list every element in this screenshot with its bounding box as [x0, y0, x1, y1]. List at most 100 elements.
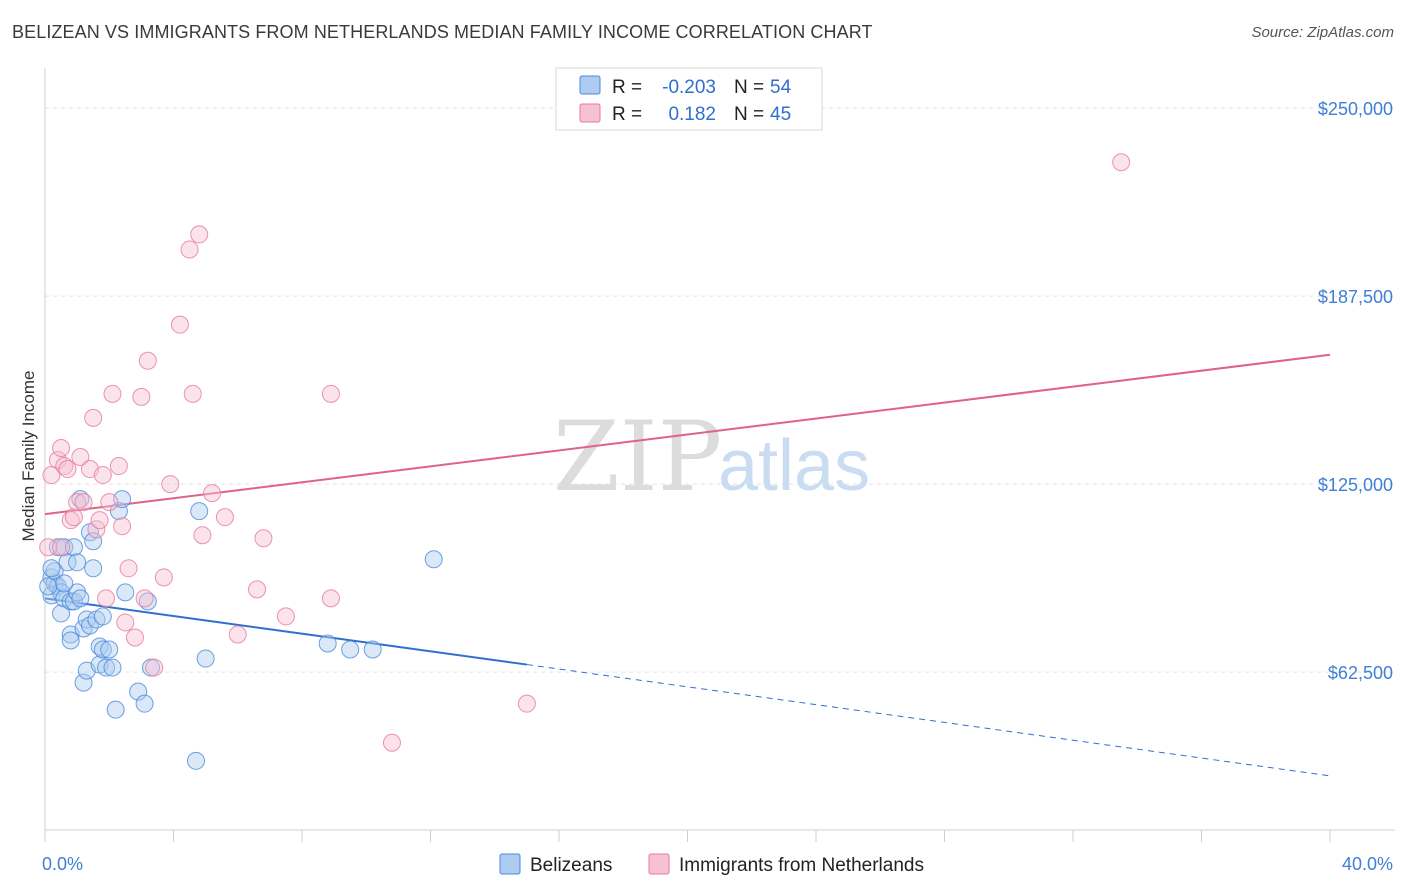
netherlands-point	[74, 493, 93, 512]
netherlands-point	[119, 559, 138, 578]
belizean-point	[58, 553, 77, 572]
belizean-point	[100, 640, 119, 659]
belizean-point	[74, 673, 93, 692]
y-tick-label: $187,500	[1318, 287, 1393, 307]
belizean-point	[90, 637, 109, 656]
legend-n-label-2: N =	[734, 104, 764, 125]
belizean-point	[55, 574, 74, 593]
belizean-point	[190, 502, 209, 521]
netherlands-point	[132, 387, 151, 406]
belizean-trend-line	[44, 597, 528, 666]
legend-n-value-1: 54	[770, 77, 792, 98]
legend-n-value-2: 45	[770, 104, 791, 125]
bottom-legend-netherlands: Immigrants from Netherlands	[679, 855, 924, 876]
netherlands-point	[154, 568, 173, 587]
belizean-point	[135, 694, 154, 713]
netherlands-point	[125, 628, 144, 647]
belizean-point	[84, 559, 103, 578]
netherlands-point	[58, 460, 77, 479]
netherlands-trend-line	[44, 353, 1331, 516]
belizean-point	[64, 538, 83, 557]
netherlands-point	[84, 408, 103, 427]
belizean-point	[109, 502, 128, 521]
netherlands-point	[68, 493, 87, 512]
belizean-point	[341, 640, 360, 659]
netherlands-point	[228, 625, 247, 644]
netherlands-point	[52, 538, 71, 557]
netherlands-point	[193, 526, 212, 545]
belizean-point	[97, 658, 116, 677]
data-points	[39, 153, 1131, 770]
chart-title: BELIZEAN VS IMMIGRANTS FROM NETHERLANDS …	[12, 22, 873, 42]
bottom-legend-swatch-blue	[499, 853, 521, 875]
netherlands-point	[382, 733, 401, 752]
bottom-legend-belizeans: Belizeans	[530, 855, 612, 876]
stats-legend: R = -0.203 N = 54 R = 0.182 N = 45	[555, 67, 823, 131]
netherlands-point	[61, 511, 80, 530]
series-legend: Belizeans Immigrants from Netherlands	[499, 853, 924, 876]
belizean-point	[186, 751, 205, 770]
belizean-point	[61, 631, 80, 650]
netherlands-point	[321, 589, 340, 608]
netherlands-point	[248, 580, 267, 599]
watermark-atlas: atlas	[718, 426, 870, 506]
netherlands-point	[180, 240, 199, 259]
legend-n-label-1: N =	[734, 77, 764, 98]
grid-lines	[45, 107, 1395, 673]
legend-r-value-1: -0.203	[662, 77, 716, 98]
y-axis-title: Median Family Income	[19, 370, 38, 541]
trend-lines	[44, 353, 1331, 777]
belizean-point	[363, 640, 382, 659]
netherlands-point	[190, 225, 209, 244]
legend-r-label-1: R =	[612, 77, 642, 98]
legend-r-value-2: 0.182	[668, 104, 716, 125]
netherlands-point	[64, 508, 83, 527]
belizean-point	[138, 592, 157, 611]
belizean-point	[68, 553, 87, 572]
netherlands-point	[517, 694, 536, 713]
netherlands-point	[97, 589, 116, 608]
netherlands-point	[254, 529, 273, 548]
y-tick-label: $125,000	[1318, 475, 1393, 495]
source-label: Source: ZipAtlas.com	[1251, 24, 1394, 41]
belizean-trend-extension	[526, 664, 1331, 777]
belizean-point	[318, 634, 337, 653]
bottom-legend-swatch-pink	[648, 853, 670, 875]
y-tick-label: $62,500	[1328, 663, 1393, 683]
belizean-point	[424, 550, 443, 569]
belizean-point	[196, 649, 215, 668]
belizean-point	[45, 562, 64, 581]
belizean-point	[93, 607, 112, 626]
x-tick-label: 0.0%	[42, 854, 83, 874]
netherlands-point	[55, 457, 74, 476]
x-tick-labels: 0.0% 40.0%	[42, 854, 1393, 874]
belizean-point	[93, 640, 112, 659]
netherlands-point	[1112, 153, 1131, 172]
netherlands-point	[90, 511, 109, 530]
netherlands-point	[135, 589, 154, 608]
netherlands-point	[215, 508, 234, 527]
netherlands-point	[161, 475, 180, 494]
y-tick-labels: $62,500 $125,000 $187,500 $250,000	[1318, 99, 1393, 683]
netherlands-point	[109, 457, 128, 476]
belizean-point	[71, 589, 90, 608]
belizean-point	[103, 658, 122, 677]
netherlands-point	[203, 484, 222, 503]
netherlands-point	[170, 315, 189, 334]
netherlands-point	[113, 517, 132, 536]
belizean-point	[52, 604, 71, 623]
netherlands-point	[183, 384, 202, 403]
y-tick-label: $250,000	[1318, 99, 1393, 119]
netherlands-point	[52, 438, 71, 457]
netherlands-point	[145, 658, 164, 677]
netherlands-point	[321, 384, 340, 403]
belizean-point	[84, 532, 103, 551]
legend-swatch-blue	[579, 75, 601, 95]
x-tick-label: 40.0%	[1342, 854, 1393, 874]
belizean-point	[39, 577, 58, 596]
axes	[44, 68, 1395, 842]
netherlands-point	[276, 607, 295, 626]
netherlands-point	[39, 538, 58, 557]
netherlands-point	[93, 466, 112, 485]
